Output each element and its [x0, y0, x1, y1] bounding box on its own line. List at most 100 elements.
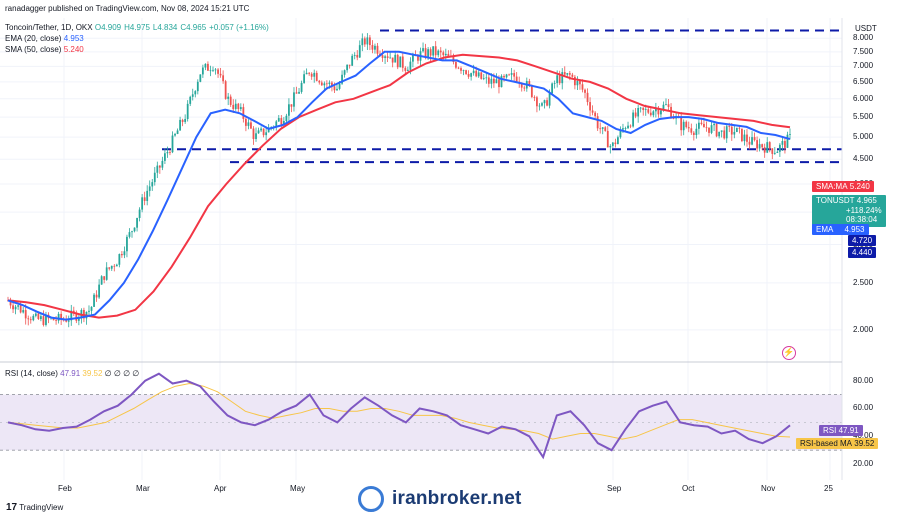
candle-body — [361, 38, 364, 46]
candle-body — [505, 74, 508, 78]
ohlc-change: +0.057 (+1.16%) — [209, 23, 269, 32]
candle-body — [12, 305, 14, 310]
candle-body — [136, 217, 138, 228]
candle-body — [77, 317, 80, 321]
candle-body — [123, 251, 126, 256]
sma-tag: SMA:MA 5.240 — [812, 181, 874, 192]
candle-body — [52, 317, 55, 321]
candle-body — [513, 73, 516, 77]
candle-body — [252, 128, 255, 140]
rsi-tick-label: 20.00 — [853, 459, 874, 469]
candle-body — [374, 45, 376, 50]
candle-body — [460, 68, 462, 71]
candle-body — [601, 127, 604, 129]
candle-body — [781, 141, 784, 145]
rsi-ma-tag-value: 39.52 — [854, 439, 875, 448]
candle-body — [670, 106, 672, 119]
candle-body — [174, 133, 176, 136]
candle-body — [232, 104, 235, 110]
candle-body — [548, 93, 551, 106]
candle-body — [498, 79, 500, 88]
sma-legend-label: SMA (50, close) — [5, 45, 62, 54]
candle-body — [568, 73, 571, 75]
price-tick-label: 2.500 — [853, 277, 874, 287]
candle-body — [331, 82, 333, 87]
rsi-legend[interactable]: RSI (14, close) 47.91 39.52 ∅ ∅ ∅ ∅ — [5, 369, 139, 378]
tradingview-logo[interactable]: 17 TradingView — [6, 502, 63, 513]
candle-body — [153, 172, 156, 183]
candle-body — [622, 128, 624, 130]
ema20-line — [7, 50, 791, 321]
candle-body — [358, 45, 361, 58]
candle-body — [201, 67, 204, 75]
candle-body — [589, 102, 591, 111]
candle-body — [629, 125, 632, 127]
candle-body — [90, 306, 93, 311]
candle-body — [556, 75, 559, 84]
candle-body — [520, 83, 523, 88]
candle-body — [609, 145, 612, 148]
candle-body — [452, 56, 455, 62]
rsi-tick-label: 80.00 — [853, 375, 874, 385]
candle-body — [19, 305, 22, 313]
candle-body — [22, 310, 25, 313]
ema-legend[interactable]: EMA (20, close) 4.953 — [5, 34, 84, 43]
candle-body — [429, 49, 432, 56]
candle-body — [217, 69, 219, 74]
candle-body — [93, 294, 95, 307]
candle-body — [275, 121, 278, 127]
candle-body — [738, 127, 741, 129]
candle-body — [196, 81, 199, 92]
candle-body — [341, 74, 343, 84]
candle-body — [422, 48, 424, 52]
time-tick-label: Sep — [607, 484, 622, 493]
candle-body — [194, 91, 197, 95]
candle-body — [239, 107, 242, 110]
price-tick-label: 5.000 — [853, 132, 874, 142]
candle-body — [743, 134, 746, 142]
candle-body — [368, 37, 371, 46]
sma-legend[interactable]: SMA (50, close) 5.240 — [5, 45, 84, 54]
candle-body — [138, 209, 141, 218]
candle-body — [280, 118, 283, 125]
candle-body — [363, 38, 366, 45]
candle-body — [100, 276, 103, 285]
candle-body — [67, 320, 70, 322]
price-tick-label: 6.000 — [853, 93, 874, 103]
candle-body — [472, 70, 475, 74]
candle-body — [457, 67, 460, 69]
candle-body — [639, 107, 642, 109]
tv-logo-icon: 17 — [6, 502, 18, 513]
candle-body — [406, 69, 409, 71]
candle-body — [60, 313, 63, 320]
candle-body — [158, 165, 161, 168]
candle-body — [480, 72, 483, 79]
candle-body — [320, 82, 323, 86]
candle-body — [179, 119, 181, 131]
candle-body — [424, 48, 427, 58]
candle-body — [599, 128, 602, 130]
flash-icon[interactable]: ⚡ — [782, 346, 796, 360]
candle-body — [657, 108, 660, 115]
candle-body — [37, 313, 40, 319]
candle-body — [55, 320, 57, 322]
candle-body — [687, 127, 690, 129]
candle-body — [690, 128, 693, 133]
candle-body — [594, 112, 597, 117]
price-tick-label: 5.500 — [853, 112, 874, 122]
candle-body — [695, 128, 698, 135]
candle-body — [288, 104, 290, 116]
candle-body — [229, 96, 232, 105]
candle-body — [720, 130, 723, 132]
rsi-tick-label: 40.00 — [853, 431, 874, 441]
candle-body — [627, 125, 629, 129]
rsi-ma-tag-name: RSI-based MA — [800, 439, 853, 448]
candle-body — [417, 56, 419, 61]
ema-legend-value: 4.953 — [63, 34, 84, 43]
candle-body — [561, 72, 564, 84]
candle-body — [741, 128, 743, 142]
candle-body — [776, 151, 779, 153]
candle-body — [493, 78, 495, 84]
candle-body — [530, 85, 533, 98]
candle-body — [257, 130, 260, 134]
